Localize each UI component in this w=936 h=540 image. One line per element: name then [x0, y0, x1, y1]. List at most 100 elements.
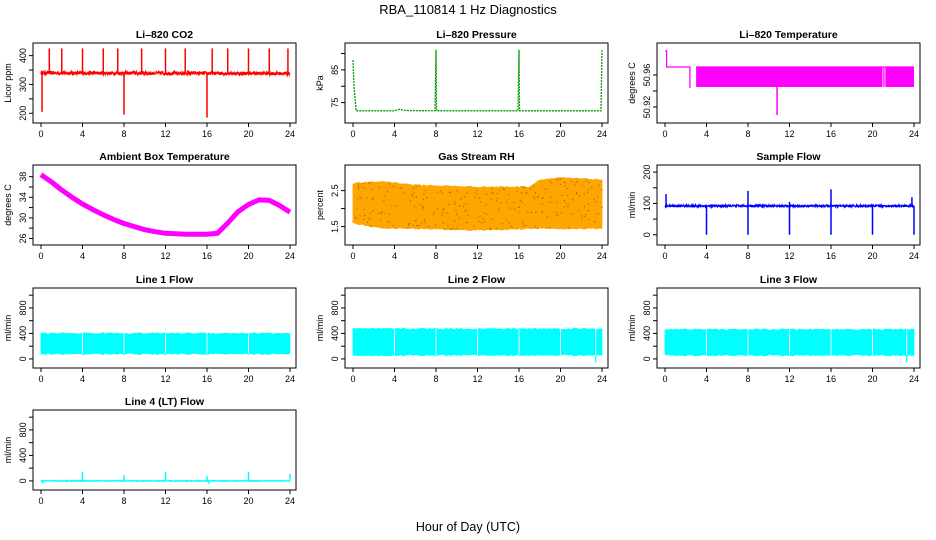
series-point: [555, 178, 557, 180]
chart-temperature: Li–820 Temperature 0 4 8 12 16 20 24 50.92 50.96 d…: [627, 29, 921, 139]
series-point: [463, 196, 466, 198]
series-point: [534, 192, 537, 194]
series-point: [565, 202, 567, 204]
series-point: [563, 199, 565, 202]
series-point: [563, 206, 566, 208]
y-axis-label: ml/min: [627, 315, 637, 342]
series-point: [433, 211, 435, 213]
series-point: [432, 213, 434, 215]
x-tick-label: 20: [555, 251, 565, 261]
series-point: [473, 225, 475, 227]
series-point: [475, 193, 477, 195]
series-point: [467, 214, 469, 216]
series-point: [578, 209, 580, 211]
series-point: [441, 214, 444, 217]
series-point: [356, 207, 358, 209]
series-point: [366, 197, 368, 199]
chart-line2: Line 2 Flow 0 4 8 12 16 20 24 0 400 800 ml/min: [315, 274, 609, 384]
series-point: [495, 200, 498, 202]
series-point: [456, 214, 458, 216]
chart-title: Line 2 Flow: [448, 274, 506, 286]
x-tick-label: 8: [121, 129, 126, 139]
series-point: [478, 220, 480, 222]
y-tick-label: 50.96: [642, 64, 652, 87]
y-tick-label: 2.5: [330, 184, 340, 197]
series-point: [549, 201, 552, 203]
series-point: [358, 188, 360, 190]
series-point: [598, 184, 600, 186]
series-point: [367, 182, 370, 184]
series-point: [571, 213, 573, 215]
series-point: [442, 222, 444, 224]
series-point: [561, 194, 563, 196]
y-axis-label: ml/min: [627, 192, 637, 219]
x-tick-label: 20: [867, 374, 877, 384]
x-tick-label: 12: [160, 129, 170, 139]
series-point: [478, 197, 481, 199]
x-tick-label: 20: [243, 129, 253, 139]
series-point: [586, 191, 589, 193]
y-axis-label: Licor ppm: [3, 63, 13, 103]
series-point: [533, 185, 535, 188]
x-tick-label: 4: [392, 251, 397, 261]
series-point: [419, 204, 421, 206]
series-point: [509, 207, 511, 209]
series-point: [587, 189, 589, 191]
chart-data-layer: [40, 48, 291, 118]
series-point: [474, 196, 476, 198]
x-tick-label: 0: [38, 496, 43, 506]
series-point: [521, 201, 523, 203]
chart-title: Li–820 CO2: [136, 29, 193, 41]
x-tick-label: 24: [285, 374, 295, 384]
series-point: [576, 193, 578, 195]
series-point: [464, 210, 467, 212]
series-point: [514, 209, 516, 211]
series-point: [534, 225, 537, 228]
series-point: [510, 226, 512, 228]
series-point: [358, 185, 360, 188]
x-tick-label: 12: [160, 374, 170, 384]
series-point: [407, 223, 410, 225]
series-point: [480, 221, 483, 224]
series-point: [485, 193, 488, 195]
y-tick-label: 0: [330, 356, 340, 361]
x-tick-label: 24: [909, 129, 919, 139]
y-axis-label: degrees C: [3, 184, 13, 226]
y-tick-label: 800: [642, 300, 652, 315]
series-point: [578, 195, 581, 197]
series-point: [359, 196, 361, 198]
plot-frame: [344, 287, 609, 369]
y-tick-label: 0: [642, 356, 652, 361]
series-point: [567, 206, 569, 208]
y-tick-label: 85: [330, 65, 340, 75]
series-point: [378, 186, 380, 189]
series-point: [456, 227, 458, 229]
series-point: [597, 195, 599, 198]
y-tick-label: 400: [18, 326, 28, 341]
x-tick-label: 4: [80, 496, 85, 506]
x-tick-label: 0: [662, 374, 667, 384]
series-point: [496, 197, 498, 199]
series-point: [369, 212, 371, 214]
y-tick-label: 200: [642, 165, 652, 180]
series-point: [441, 192, 444, 194]
chart-pressure: Li–820 Pressure 0 4 8 12 16 20 24 75 85 kPa: [315, 29, 609, 139]
x-tick-label: 8: [121, 374, 126, 384]
chart-data-layer: [39, 172, 292, 237]
series-point: [413, 187, 415, 189]
series-point: [456, 190, 458, 192]
x-tick-label: 16: [202, 251, 212, 261]
series-point: [392, 185, 394, 188]
series-point: [450, 228, 453, 230]
series-point: [586, 178, 589, 181]
x-tick-label: 16: [826, 129, 836, 139]
series-point: [555, 212, 558, 214]
series-point: [483, 220, 485, 223]
x-tick-label: 24: [285, 251, 295, 261]
series-point: [483, 212, 485, 214]
y-axis-label: ml/min: [3, 315, 13, 342]
x-tick-label: 8: [745, 374, 750, 384]
series-line: [352, 49, 603, 112]
series-point: [391, 205, 393, 207]
